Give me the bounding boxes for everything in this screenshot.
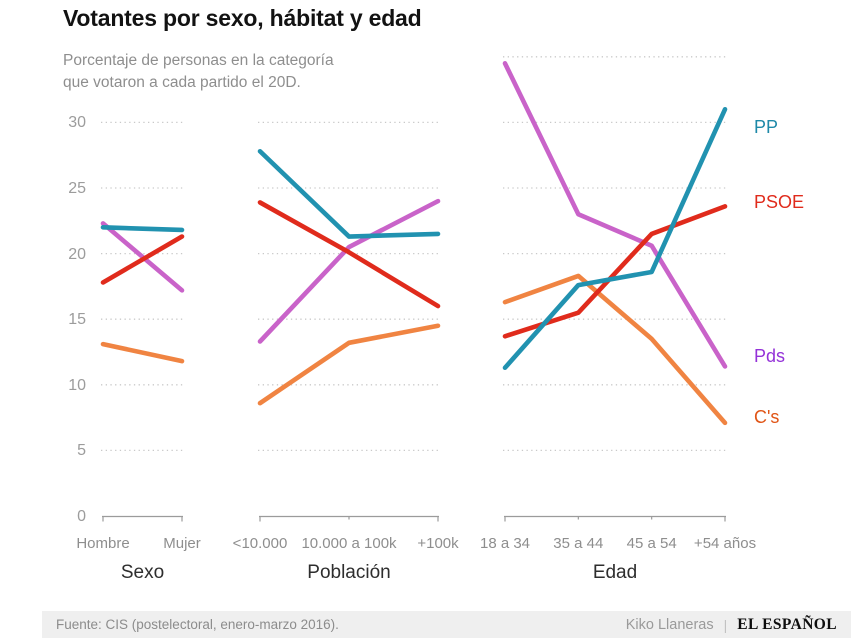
category-label: Mujer	[163, 535, 201, 552]
line-chart	[100, 56, 728, 522]
y-axis-label: 10	[68, 376, 86, 394]
series-line-Pds	[502, 61, 728, 369]
brand-logo: EL ESPAÑOL	[737, 615, 837, 633]
facet-title-sexo: Sexo	[120, 562, 165, 583]
category-label: 35 a 44	[553, 535, 604, 552]
legend-item-cs: C's	[754, 407, 780, 427]
category-label: 45 a 54	[626, 535, 677, 552]
series-line-C's	[100, 341, 185, 364]
series-line-C's	[257, 323, 441, 406]
series-line-Pds	[257, 198, 441, 344]
category-label: +54 años	[693, 535, 757, 552]
series-line-C's	[502, 273, 728, 426]
y-axis-label: 30	[68, 114, 86, 132]
chart-subtitle-line2: que votaron a cada partido el 20D.	[63, 74, 301, 92]
credit-group: Kiko Llaneras | EL ESPAÑOL	[626, 616, 837, 634]
series-line-PSOE	[100, 234, 185, 285]
category-label: +100k	[417, 535, 459, 552]
category-label: 18 a 34	[479, 535, 531, 552]
series-line-PP	[502, 106, 728, 371]
y-axis-label: 20	[68, 245, 86, 263]
y-axis-label: 15	[68, 311, 86, 329]
series-line-PSOE	[257, 200, 441, 309]
series-line-PP	[257, 148, 441, 239]
facet-title-edad: Edad	[592, 562, 638, 583]
facet-title-poblacion: Población	[307, 562, 391, 583]
chart-plot-area: Sexo Población Edad PP PSOE Pds C's Homb…	[68, 56, 805, 583]
series-line-PSOE	[502, 204, 728, 339]
credit-separator: |	[723, 616, 728, 633]
y-axis-label: 0	[77, 508, 86, 525]
footer-bar: Fuente: CIS (postelectoral, enero-marzo …	[42, 611, 851, 638]
legend-item-pds: Pds	[754, 346, 786, 366]
category-label: 10.000 a 100k	[301, 535, 397, 552]
source-note: Fuente: CIS (postelectoral, enero-marzo …	[56, 617, 339, 632]
category-label: <10.000	[232, 535, 288, 552]
author-credit: Kiko Llaneras	[625, 616, 714, 633]
legend-item-pp: PP	[754, 117, 779, 137]
chart-subtitle: Porcentaje de personas en la categoría q…	[63, 50, 334, 95]
y-axis-label: 25	[68, 180, 86, 197]
legend-item-psoe: PSOE	[754, 192, 805, 212]
y-axis-label: 5	[77, 442, 86, 460]
page-title: Votantes por sexo, hábitat y edad	[63, 5, 422, 31]
chart-subtitle-line1: Porcentaje de personas en la categoría	[63, 52, 334, 69]
series-line-PP	[100, 225, 185, 233]
category-label: Hombre	[76, 535, 130, 552]
